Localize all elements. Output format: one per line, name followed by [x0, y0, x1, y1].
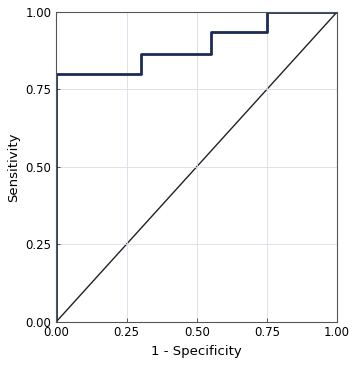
X-axis label: 1 - Specificity: 1 - Specificity: [151, 345, 242, 358]
Y-axis label: Sensitivity: Sensitivity: [7, 132, 20, 201]
